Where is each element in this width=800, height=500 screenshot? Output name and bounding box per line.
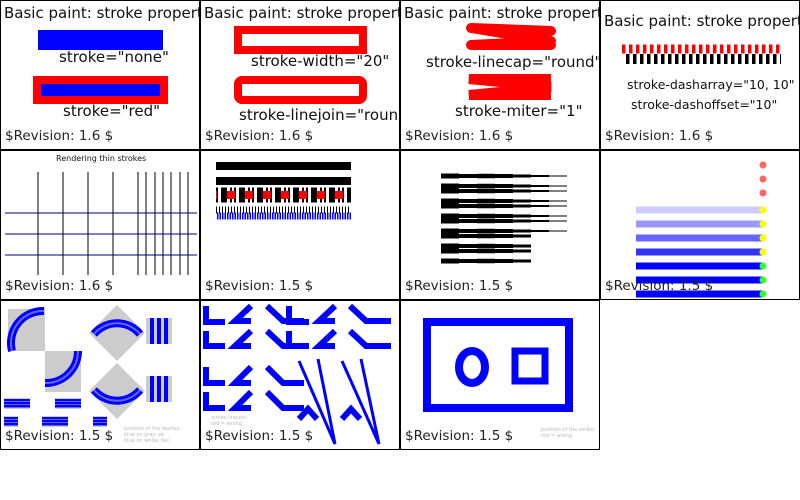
test-title: Basic paint: stroke properties (404, 4, 599, 22)
test-thumbnail-dasharray[interactable]: Basic paint: stroke properties stroke-da… (600, 0, 800, 150)
dash-demo (216, 162, 351, 220)
test-thumbnail-tapered-strokes[interactable]: $Revision: 1.5 $ (400, 150, 600, 300)
stroke-position-demo (423, 318, 573, 412)
label: stroke-dasharray="10, 10" (627, 77, 795, 92)
stroke-demo (234, 26, 367, 104)
revision-label: $Revision: 1.6 $ (5, 278, 114, 294)
test-thumbnail-dash-positions[interactable]: position of the dashes: blue on gray: ok b… (0, 300, 200, 450)
note: position of the stroke: red = wrong (541, 427, 596, 439)
revision-label: $Revision: 1.5 $ (5, 428, 114, 444)
test-title: Basic paint: stroke properties (4, 4, 199, 22)
test-thumbnail-stroke-position[interactable]: position of the stroke: red = wrong $Revi… (400, 300, 600, 450)
test-title: Basic paint: stroke properties (204, 4, 399, 22)
label: stroke-linejoin="round" (239, 106, 400, 124)
linejoin-demo (203, 303, 391, 445)
test-thumbnail-linecap[interactable]: Basic paint: stroke properties stroke-li… (400, 0, 600, 150)
label: stroke="none" (59, 48, 169, 66)
test-thumbnail-linejoin[interactable]: stroke-linejoin: red = wrong $Revision: 1… (200, 300, 400, 450)
revision-label: $Revision: 1.5 $ (205, 278, 314, 294)
revision-label: $Revision: 1.6 $ (205, 128, 314, 144)
test-thumbnail-stroke-opacity[interactable]: $Revision: 1.5 $ (600, 150, 800, 300)
test-thumbnail-stroke-none[interactable]: Basic paint: stroke properties stroke="n… (0, 0, 200, 150)
dash-position-demo (4, 305, 172, 427)
revision-label: $Revision: 1.6 $ (605, 128, 714, 144)
revision-label: $Revision: 1.5 $ (405, 278, 514, 294)
label: stroke-width="20" (251, 52, 390, 70)
label: stroke-dashoffset="10" (631, 97, 778, 112)
test-title: Rendering thin strokes (56, 154, 147, 163)
stroke-demo (466, 23, 556, 100)
revision-label: $Revision: 1.5 $ (605, 278, 714, 294)
label: stroke-linecap="round" (426, 53, 600, 71)
test-title: Basic paint: stroke properties (604, 12, 799, 30)
opacity-demo (636, 161, 767, 298)
test-thumbnail-thin-strokes[interactable]: Rendering thin strokes $Revision: 1.6 $ (0, 150, 200, 300)
label: stroke="red" (63, 102, 161, 120)
stroke-demo (622, 44, 781, 64)
test-thumbnail-stroke-width[interactable]: Basic paint: stroke properties stroke-wi… (200, 0, 400, 150)
note: stroke-linejoin: red = wrong (211, 415, 248, 427)
revision-label: $Revision: 1.6 $ (5, 128, 114, 144)
note: position of the dashes: blue on gray: ok b… (124, 426, 181, 444)
label: stroke-miter="1" (455, 102, 583, 120)
revision-label: $Revision: 1.5 $ (205, 428, 314, 444)
thin-strokes-demo (5, 172, 197, 275)
revision-label: $Revision: 1.6 $ (405, 128, 514, 144)
revision-label: $Revision: 1.5 $ (405, 428, 514, 444)
stroke-demo (33, 30, 168, 104)
taper-demo (441, 173, 567, 264)
test-thumbnail-dash-patterns[interactable]: $Revision: 1.5 $ (200, 150, 400, 300)
